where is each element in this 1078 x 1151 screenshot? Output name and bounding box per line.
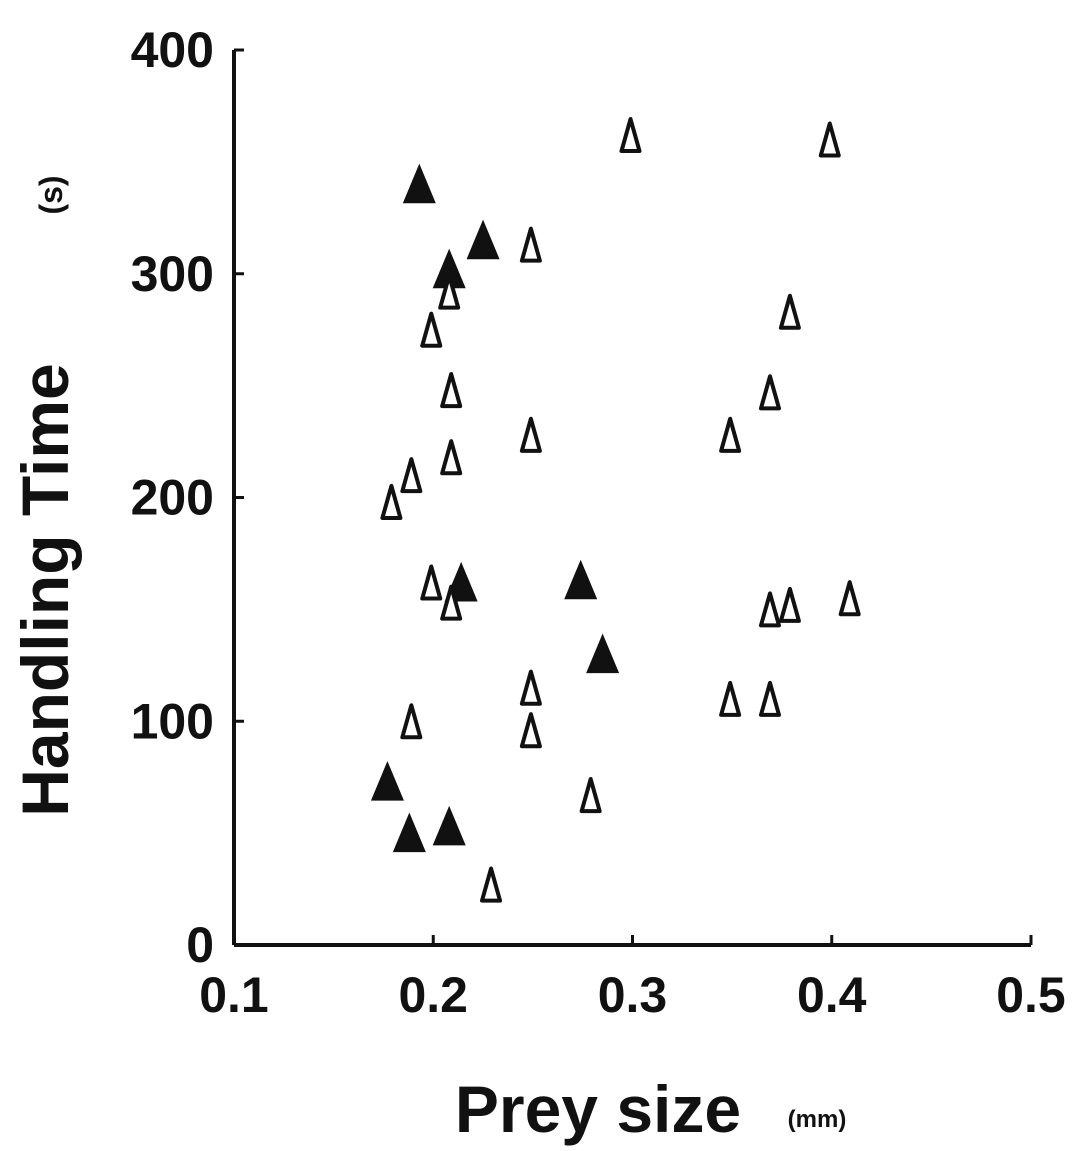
open-triangle-point (440, 439, 463, 476)
open-triangle-point (719, 680, 742, 717)
filled-triangle-point (564, 559, 598, 600)
filled-triangle-point (432, 805, 466, 846)
x-tick-label: 0.4 (797, 967, 867, 1023)
y-tick-label: 400 (131, 22, 214, 78)
open-triangle-point (420, 564, 443, 601)
open-triangle-point (758, 680, 781, 717)
data-markers (370, 117, 861, 903)
open-triangle-point (778, 293, 801, 330)
open-triangle-point (519, 226, 542, 263)
x-tick-label: 0.3 (598, 967, 668, 1023)
x-tick-label: 0.1 (199, 967, 269, 1023)
x-axis-title: Prey size (455, 1072, 741, 1146)
y-axis-unit: (s) (33, 175, 69, 214)
open-triangle-point (400, 703, 423, 740)
open-triangle-point (519, 416, 542, 453)
open-triangle-point (838, 580, 861, 617)
open-triangle-point (519, 712, 542, 749)
open-triangle-point (480, 866, 503, 903)
x-axis-unit: (mm) (788, 1106, 847, 1133)
y-axis-title: Handling Time (8, 363, 82, 817)
open-triangle-point (400, 457, 423, 494)
plot-frame (232, 50, 1031, 947)
open-triangle-point (619, 117, 642, 154)
open-triangle-point (579, 777, 602, 814)
open-triangle-point (440, 372, 463, 409)
filled-triangle-point (586, 633, 620, 674)
open-triangle-point (519, 669, 542, 706)
y-axis-ticks: 0 100 200 300 400 (131, 22, 244, 973)
open-triangle-point (438, 273, 461, 310)
open-triangle-point (758, 591, 781, 628)
filled-triangle-point (402, 163, 436, 204)
x-tick-label: 0.5 (996, 967, 1066, 1023)
y-tick-label: 300 (131, 246, 214, 302)
open-triangle-point (758, 374, 781, 411)
y-tick-label: 200 (131, 470, 214, 526)
y-tick-label: 100 (131, 693, 214, 749)
open-triangle-point (440, 584, 463, 621)
open-triangle-point (420, 311, 443, 348)
open-triangle-point (719, 416, 742, 453)
filled-triangle-point (466, 219, 500, 260)
open-triangle-point (380, 483, 403, 520)
filled-triangle-point (392, 812, 426, 853)
open-triangle-point (818, 121, 841, 158)
filled-triangle-point (370, 761, 404, 801)
x-axis-ticks: 0.1 0.2 0.3 0.4 0.5 (199, 935, 1066, 1023)
x-tick-label: 0.2 (398, 967, 468, 1023)
y-tick-label: 0 (186, 917, 214, 973)
open-triangle-point (778, 586, 801, 623)
